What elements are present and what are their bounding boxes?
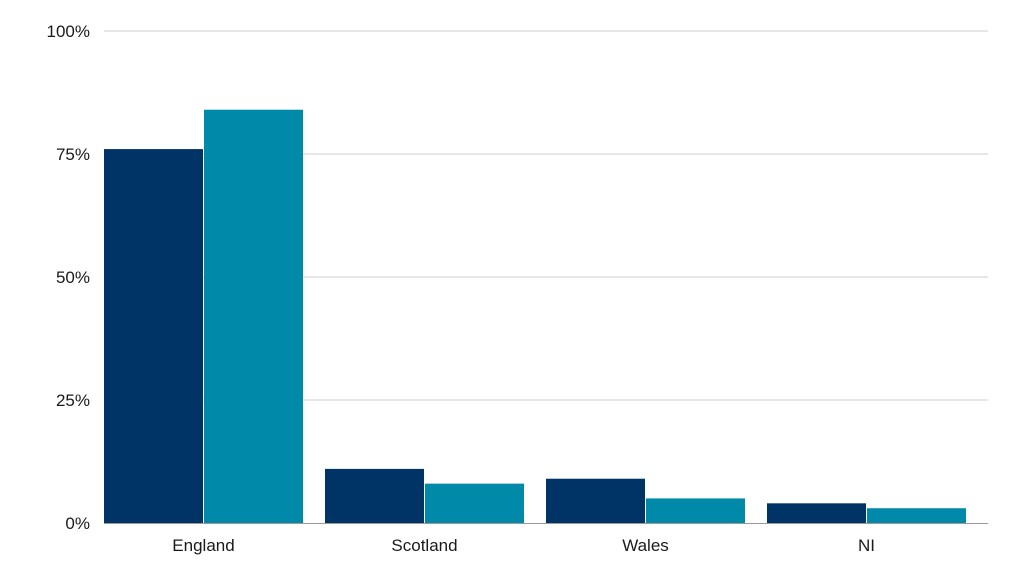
x-tick-label: Scotland <box>391 536 457 555</box>
bar-ni-series-1 <box>767 503 866 523</box>
x-tick-label: NI <box>858 536 875 555</box>
y-tick-label: 25% <box>56 391 90 410</box>
bar-scotland-series-2 <box>425 483 524 523</box>
bar-england-series-2 <box>204 109 303 523</box>
y-tick-label: 100% <box>47 22 90 41</box>
bars <box>104 109 966 523</box>
y-axis-tick-labels: 0% 25% 50% 75% 100% <box>47 22 90 533</box>
y-tick-label: 75% <box>56 145 90 164</box>
y-tick-label: 50% <box>56 268 90 287</box>
bar-ni-series-2 <box>867 508 966 523</box>
x-tick-label: Wales <box>622 536 669 555</box>
bar-wales-series-1 <box>546 478 645 523</box>
bar-england-series-1 <box>104 149 203 523</box>
y-tick-label: 0% <box>65 514 90 533</box>
bar-scotland-series-1 <box>325 468 424 523</box>
x-axis-tick-labels: England Scotland Wales NI <box>172 536 875 555</box>
x-tick-label: England <box>172 536 234 555</box>
bar-wales-series-2 <box>646 498 745 523</box>
